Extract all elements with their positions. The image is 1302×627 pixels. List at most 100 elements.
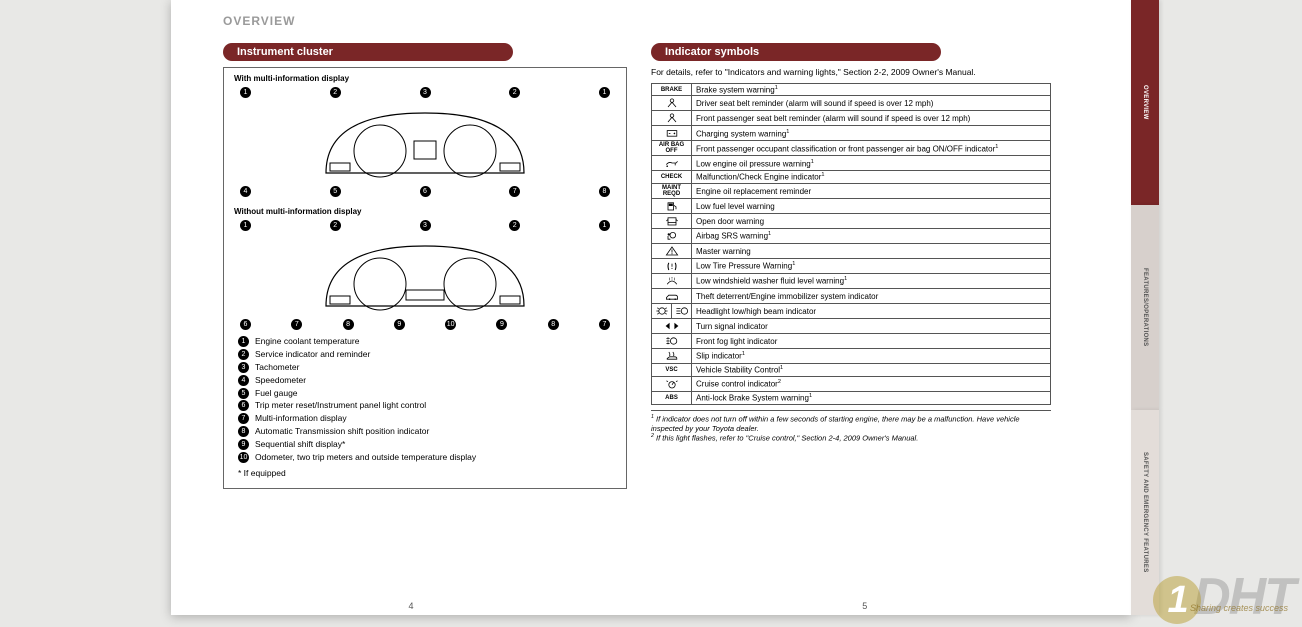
callout-number: 2 xyxy=(330,87,341,98)
legend-text: Tachometer xyxy=(255,362,299,374)
indicator-icon xyxy=(652,349,692,364)
watermark-tagline: Sharing creates success xyxy=(1190,603,1288,613)
indicator-table: BRAKEBrake system warning1Driver seat be… xyxy=(651,83,1051,405)
indicator-icon xyxy=(652,377,692,392)
right-page: Indicator symbols For details, refer to … xyxy=(651,42,1131,615)
indicator-icon xyxy=(652,304,672,319)
indicator-row: CHECKMalfunction/Check Engine indicator1 xyxy=(652,171,1051,184)
page-number-left: 4 xyxy=(408,601,413,611)
indicator-row: ABSAnti-lock Brake System warning1 xyxy=(652,392,1051,405)
section-tabs: OVERVIEW FEATURES/OPERATIONS SAFETY AND … xyxy=(1131,0,1159,615)
indicator-description: Low engine oil pressure warning1 xyxy=(692,156,1051,171)
indicator-row: BRAKEBrake system warning1 xyxy=(652,83,1051,96)
callout-number: 8 xyxy=(599,186,610,197)
indicator-icon xyxy=(652,259,692,274)
legend-text: Multi-information display xyxy=(255,413,347,425)
callout-number: 2 xyxy=(509,220,520,231)
indicator-row: Slip indicator1 xyxy=(652,349,1051,364)
indicator-row: AIR BAG OFFFront passenger occupant clas… xyxy=(652,141,1051,156)
indicator-description: Turn signal indicator xyxy=(692,319,1051,334)
indicator-row: Low engine oil pressure warning1 xyxy=(652,156,1051,171)
callout-number: 7 xyxy=(509,186,520,197)
legend-item: 2Service indicator and reminder xyxy=(238,349,616,361)
callout-number: 7 xyxy=(599,319,610,330)
legend-text: Sequential shift display* xyxy=(255,439,345,451)
callout-number: 1 xyxy=(599,87,610,98)
indicator-icon xyxy=(652,199,692,214)
legend-text: Engine coolant temperature xyxy=(255,336,359,348)
indicator-description: Charging system warning1 xyxy=(692,126,1051,141)
instrument-cluster-title: Instrument cluster xyxy=(223,43,513,61)
overview-header: OVERVIEW xyxy=(171,0,1131,28)
callout-number: 8 xyxy=(343,319,354,330)
legend-number: 10 xyxy=(238,452,249,463)
indicator-description: Anti-lock Brake System warning1 xyxy=(692,392,1051,405)
indicator-icon: VSC xyxy=(652,364,692,377)
cluster-legend: 1 Engine coolant temperature2Service indi… xyxy=(234,336,616,464)
page-spread: Instrument cluster With multi-informatio… xyxy=(171,42,1131,615)
legend-text: Speedometer xyxy=(255,375,306,387)
indicator-icon xyxy=(652,319,692,334)
indicator-description: Front passenger occupant classification … xyxy=(692,141,1051,156)
legend-item: 10 Odometer, two trip meters and outside … xyxy=(238,452,616,464)
callout-number: 8 xyxy=(548,319,559,330)
indicator-row: Turn signal indicator xyxy=(652,319,1051,334)
callout-number: 2 xyxy=(509,87,520,98)
callout-number: 1 xyxy=(240,87,251,98)
indicator-row: Front passenger seat belt reminder (alar… xyxy=(652,111,1051,126)
legend-number: 9 xyxy=(238,439,249,450)
indicator-description: Low fuel level warning xyxy=(692,199,1051,214)
indicator-row: Charging system warning1 xyxy=(652,126,1051,141)
legend-item: 3Tachometer xyxy=(238,362,616,374)
indicator-row: Driver seat belt reminder (alarm will so… xyxy=(652,96,1051,111)
indicator-description: Front fog light indicator xyxy=(692,334,1051,349)
indicator-icon xyxy=(652,126,692,141)
indicator-icon xyxy=(652,96,692,111)
cluster-caption-1: With multi-information display xyxy=(234,74,616,83)
indicator-row: Open door warning xyxy=(652,214,1051,229)
callout-number: 1 xyxy=(599,220,610,231)
indicator-row: Airbag SRS warning1 xyxy=(652,229,1051,244)
indicator-icon: CHECK xyxy=(652,171,692,184)
callout-number: 9 xyxy=(496,319,507,330)
indicator-row: Low fuel level warning xyxy=(652,199,1051,214)
indicator-description: Slip indicator1 xyxy=(692,349,1051,364)
instrument-cluster-icon xyxy=(320,107,530,179)
legend-text: Odometer, two trip meters and outside te… xyxy=(255,452,476,464)
indicator-description: Front passenger seat belt reminder (alar… xyxy=(692,111,1051,126)
legend-number: 7 xyxy=(238,413,249,424)
document-page: OVERVIEW Instrument cluster With multi-i… xyxy=(171,0,1131,615)
indicator-icon: ABS xyxy=(652,392,692,405)
legend-text: Automatic Transmission shift position in… xyxy=(255,426,429,438)
legend-item: 8Automatic Transmission shift position i… xyxy=(238,426,616,438)
tab-overview[interactable]: OVERVIEW xyxy=(1131,0,1159,205)
indicator-icon: AIR BAG OFF xyxy=(652,141,692,156)
legend-text: Service indicator and reminder xyxy=(255,349,370,361)
indicator-icon xyxy=(652,156,692,171)
callout-number: 6 xyxy=(420,186,431,197)
cluster-caption-2: Without multi-information display xyxy=(234,207,616,216)
indicator-description: Brake system warning1 xyxy=(692,83,1051,96)
callout-number: 3 xyxy=(420,220,431,231)
legend-text: Fuel gauge xyxy=(255,388,298,400)
indicator-row: Theft deterrent/Engine immobilizer syste… xyxy=(652,289,1051,304)
indicator-description: Low Tire Pressure Warning1 xyxy=(692,259,1051,274)
indicator-description: Theft deterrent/Engine immobilizer syste… xyxy=(692,289,1051,304)
tab-safety[interactable]: SAFETY AND EMERGENCY FEATURES xyxy=(1131,410,1159,615)
footnote: 1 If indicator does not turn off within … xyxy=(651,414,1051,433)
indicator-row: Low Tire Pressure Warning1 xyxy=(652,259,1051,274)
legend-number: 6 xyxy=(238,400,249,411)
watermark-logo: 1DHT xyxy=(1153,567,1294,627)
indicator-row: Cruise control indicator2 xyxy=(652,377,1051,392)
indicator-icon: BRAKE xyxy=(652,83,692,96)
instrument-cluster-icon xyxy=(320,240,530,312)
page-number-right: 5 xyxy=(862,601,867,611)
indicator-description: Engine oil replacement reminder xyxy=(692,184,1051,199)
indicator-description: Low windshield washer fluid level warnin… xyxy=(692,274,1051,289)
callout-number: 10 xyxy=(445,319,456,330)
legend-item: 1 Engine coolant temperature xyxy=(238,336,616,348)
legend-number: 1 xyxy=(238,336,249,347)
footnote: 2 If this light flashes, refer to "Cruis… xyxy=(651,433,1051,443)
tab-features[interactable]: FEATURES/OPERATIONS xyxy=(1131,205,1159,410)
indicator-icon: MAINT REQD xyxy=(652,184,692,199)
